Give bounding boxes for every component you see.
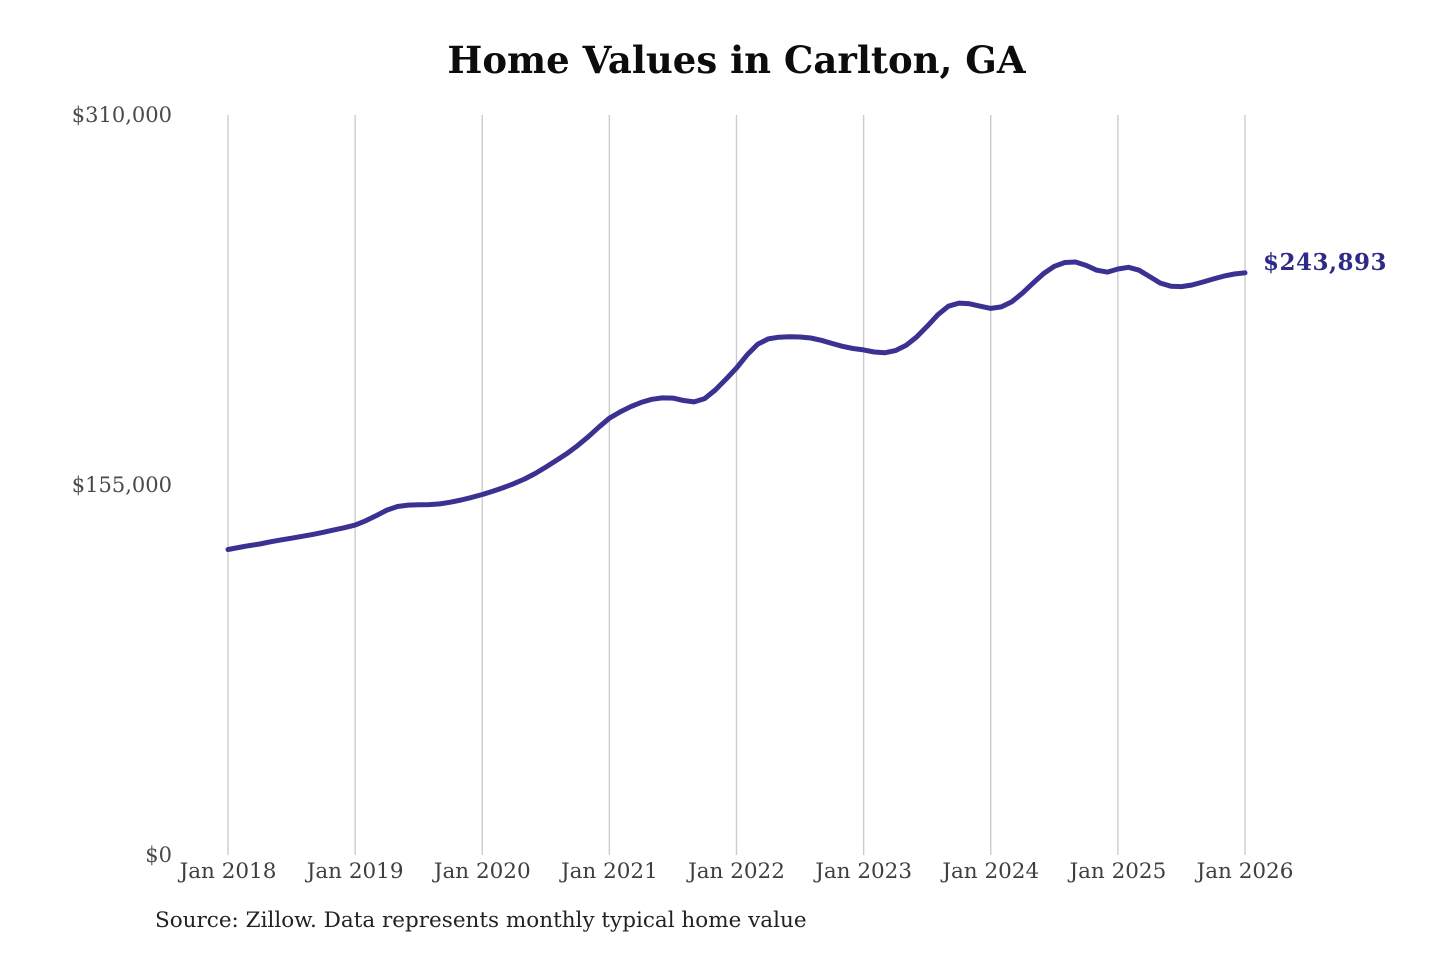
source-note: Source: Zillow. Data represents monthly … [155, 908, 807, 933]
value-line [225, 259, 1248, 552]
chart-title: Home Values in Carlton, GA [447, 38, 1026, 82]
gridlines [227, 115, 1246, 855]
current-value-label: $243,893 [1263, 249, 1388, 276]
